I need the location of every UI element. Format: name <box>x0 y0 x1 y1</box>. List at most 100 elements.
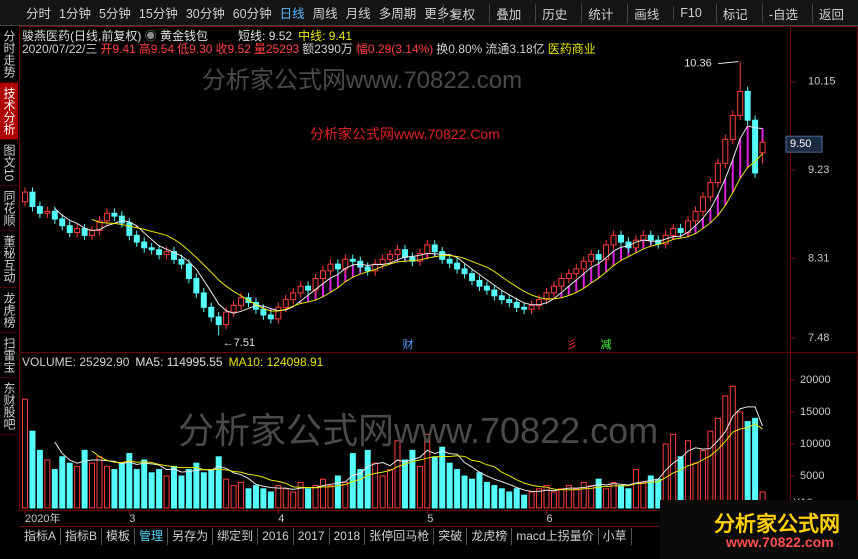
volume-bar <box>163 475 170 509</box>
candle-body <box>334 263 341 270</box>
tab[interactable]: 多周期 <box>378 7 417 21</box>
tab[interactable]: 更多> <box>424 7 457 21</box>
tab[interactable]: 日线 <box>279 7 305 21</box>
volume-bar <box>133 469 140 509</box>
volume-bar <box>156 469 163 509</box>
bottom-tab[interactable]: 张停回马枪 <box>365 528 435 545</box>
toolbar-button[interactable]: 叠加 <box>489 3 527 23</box>
tab[interactable]: 15分钟 <box>138 7 178 21</box>
volume-bar <box>282 488 289 509</box>
side-tab[interactable]: 图文10 <box>0 140 18 187</box>
bottom-tab[interactable]: 小草 <box>599 528 632 545</box>
volume-bar <box>625 488 632 509</box>
y-tick-label: 8.31 <box>808 252 829 264</box>
side-tab[interactable]: 同花顺 <box>0 186 18 232</box>
bottom-tab[interactable]: macd上拐量价 <box>512 528 599 545</box>
tab[interactable]: 分时 <box>26 7 52 21</box>
toolbar-button[interactable]: 画线 <box>627 3 665 23</box>
bottom-tab[interactable]: 龙虎榜 <box>467 528 513 545</box>
candle-body <box>22 191 28 203</box>
volume-bar <box>714 417 721 509</box>
indicator-value: 短线: 9.52 <box>238 29 293 43</box>
candle-body <box>29 191 36 208</box>
volume-bar <box>334 475 341 509</box>
tab[interactable]: 周线 <box>312 7 338 21</box>
volume-bar <box>588 485 595 509</box>
tab[interactable]: 30分钟 <box>185 7 225 21</box>
candle-body <box>498 295 505 301</box>
bottom-tabs: 指标A 指标B 模板 管理 另存为 绑定到 2016 2017 2018 张停回马枪 突破 龙虎榜 ma… <box>20 528 632 545</box>
volume-bar <box>536 488 543 509</box>
volume-bar <box>364 449 371 509</box>
tab[interactable]: 月线 <box>345 7 371 21</box>
high-annotation: 10.36 <box>684 58 712 70</box>
volume-bar <box>737 411 744 509</box>
quote-item: 额2390万 <box>302 42 353 56</box>
candle-body <box>491 289 498 297</box>
candle-body <box>446 258 453 264</box>
bottom-tab[interactable]: 2017 <box>294 528 330 545</box>
bottom-tab[interactable]: 突破 <box>434 528 468 545</box>
toolbar-button[interactable]: 返回 <box>811 3 850 23</box>
bottom-tab[interactable]: 指标A <box>20 528 62 545</box>
volume-bar <box>424 433 431 509</box>
candle-body <box>454 262 461 270</box>
side-tab[interactable]: 龙虎榜 <box>0 288 18 334</box>
candle-body <box>59 218 66 227</box>
toolbar-button[interactable]: 标记 <box>715 3 754 23</box>
price-marker-label: 9.50 <box>790 138 811 150</box>
quote-line: 2020/07/22/三 开9.41 高9.54 低9.30 收9.52 量25293 额2… <box>22 40 599 57</box>
volume-bar <box>215 456 222 509</box>
bottom-tab[interactable]: 2016 <box>258 528 294 545</box>
bottom-tab[interactable]: 指标B <box>61 528 103 545</box>
toolbar-button[interactable]: 统计 <box>581 3 619 23</box>
side-tab[interactable]: 技术分析 <box>0 83 18 140</box>
bottom-tab[interactable]: 管理 <box>135 528 169 545</box>
candle-body <box>565 273 572 280</box>
toolbar-button[interactable]: F10 <box>673 6 708 20</box>
bottom-tab[interactable]: 2018 <box>330 528 366 545</box>
tab[interactable]: 60分钟 <box>232 7 272 21</box>
volume-bar <box>558 488 565 509</box>
bottom-tab[interactable]: 模板 <box>102 528 136 545</box>
toolbar-button[interactable]: -自选 <box>761 3 804 23</box>
candle-body <box>141 241 148 249</box>
volume-bar <box>51 469 58 509</box>
candle-body <box>215 316 222 326</box>
side-tab[interactable]: 董秘互动 <box>0 231 18 289</box>
volume-legend: VOLUME: 25292.90 MA5: 114995.55 MA10: 1240… <box>22 355 329 369</box>
toolbar-button[interactable]: 历史 <box>535 3 573 23</box>
volume-bar <box>260 488 267 509</box>
candle-body <box>44 210 51 214</box>
candle-body <box>96 220 103 232</box>
side-tab[interactable]: 东财股吧 <box>0 378 18 436</box>
tab[interactable]: 5分钟 <box>98 7 131 21</box>
volume-bar <box>223 478 230 509</box>
toolbar-button[interactable]: 复权 <box>443 3 481 23</box>
tab[interactable]: 1分钟 <box>59 7 91 21</box>
candle-body <box>692 210 699 222</box>
quote-item: 开9.41 <box>100 42 136 56</box>
candle-body <box>74 228 81 233</box>
side-tab[interactable]: 扫雷宝 <box>0 333 18 379</box>
volume-bar <box>66 462 73 509</box>
watermark: 分析家公式网www.70822.com <box>178 410 659 451</box>
volume-bar <box>193 462 200 509</box>
candle-body <box>409 256 416 262</box>
candle-body <box>200 292 207 308</box>
volume-bar <box>595 478 602 509</box>
bottom-tab[interactable]: 另存为 <box>168 528 214 545</box>
candle-body <box>387 254 394 260</box>
candle-body <box>618 234 624 243</box>
volume-bar <box>409 449 416 509</box>
volume-bar <box>498 488 505 509</box>
bottom-tab[interactable]: 绑定到 <box>213 528 259 545</box>
candle-body <box>647 234 654 241</box>
icon: ◉ <box>144 29 157 43</box>
volume-bar <box>454 469 461 509</box>
wallet[interactable]: 黄金钱包 <box>160 29 209 43</box>
candle-body <box>603 244 610 260</box>
volume-bar <box>252 485 259 509</box>
side-tab[interactable]: 分时走势 <box>0 26 18 83</box>
candle-body <box>290 292 297 301</box>
